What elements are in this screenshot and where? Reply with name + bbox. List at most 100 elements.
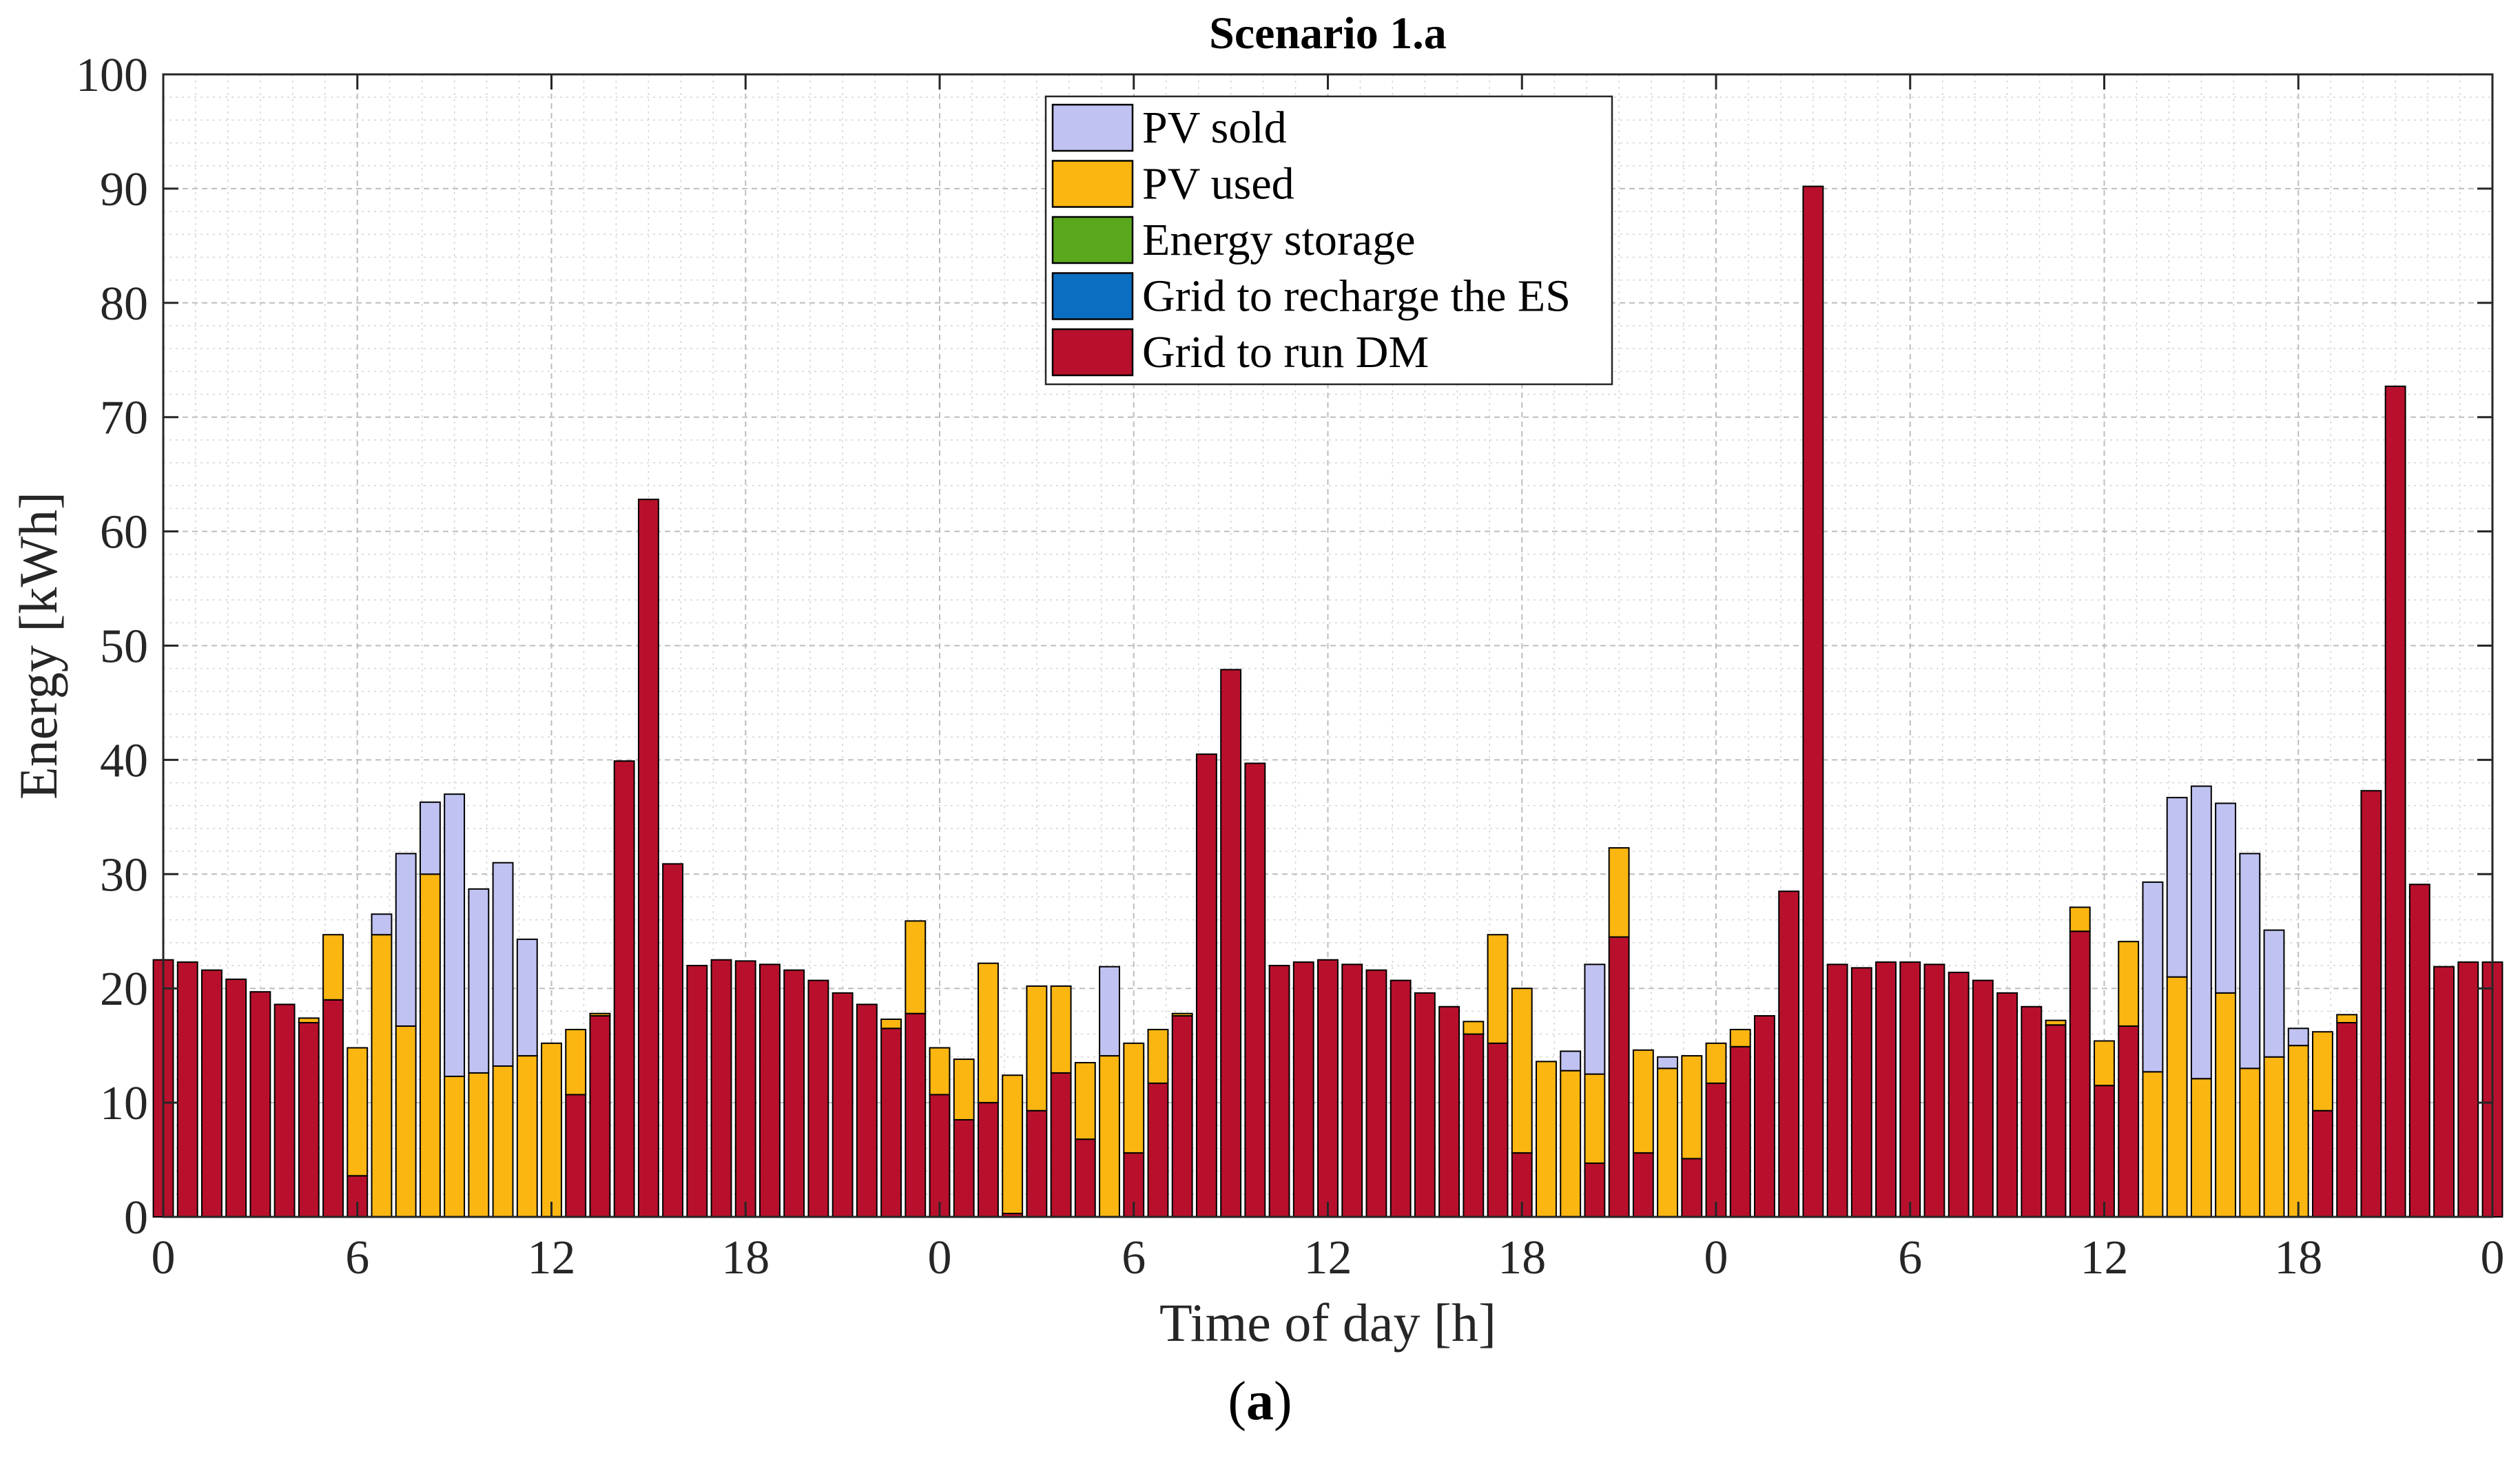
bar-segment <box>1560 1050 1582 1072</box>
bar-segment <box>1802 185 1824 1218</box>
bar-segment <box>2142 1071 2164 1218</box>
figure-caption: (a) <box>0 1370 2520 1433</box>
bar-segment <box>1899 961 1921 1218</box>
bar-segment <box>1972 979 1994 1218</box>
caption-letter: a <box>1246 1371 1274 1432</box>
bar-segment <box>2094 1040 2115 1087</box>
x-tick-label: 12 <box>1304 1231 1352 1284</box>
bar-segment <box>444 1075 466 1218</box>
legend-label: Grid to run DM <box>1142 327 1429 377</box>
x-tick-label: 18 <box>1498 1231 1546 1284</box>
bar-segment <box>2263 1056 2285 1218</box>
bar-segment <box>1147 1082 1169 1218</box>
bar-segment <box>1292 961 1314 1218</box>
bar-segment <box>1729 1045 1751 1218</box>
bar-segment <box>589 1015 611 1218</box>
bar-segment <box>783 969 805 1218</box>
bar-segment <box>273 1003 296 1218</box>
x-tick-label: 6 <box>345 1231 369 1284</box>
bar-segment <box>541 1042 562 1218</box>
bar-segment <box>565 1094 587 1218</box>
bar-segment <box>249 991 271 1218</box>
bar-segment <box>1536 1061 1557 1218</box>
major-grid <box>163 74 2492 1217</box>
bar-segment <box>1705 1042 1727 1084</box>
bar-segment <box>1487 934 1509 1044</box>
bar-segment <box>1875 961 1897 1218</box>
bar-segment <box>1099 966 1120 1057</box>
bar-segment <box>1147 1028 1169 1084</box>
bar-segment <box>2312 1031 2333 1112</box>
legend-label: Grid to recharge the ES <box>1142 271 1571 322</box>
caption-open: ( <box>1228 1371 1246 1432</box>
axis-ticks <box>162 73 2494 1218</box>
bar-segment <box>1560 1070 1582 1218</box>
bar-segment <box>686 965 708 1218</box>
bar-segment <box>1050 1072 1072 1218</box>
bar-segment <box>468 1072 490 1218</box>
bar-segment <box>1244 762 1266 1218</box>
legend-swatch <box>1051 103 1134 152</box>
legend-label: Energy storage <box>1142 215 1415 265</box>
bar-segment <box>2239 1067 2261 1218</box>
bar-segment <box>1753 1015 1775 1218</box>
legend-swatch <box>1051 272 1134 320</box>
bar-segment <box>589 1012 611 1017</box>
bar-segment <box>1438 1005 1460 1218</box>
bar-segment <box>1171 1012 1193 1017</box>
x-tick-label: 6 <box>1898 1231 1922 1284</box>
bar-segment <box>2384 385 2406 1218</box>
bar-segment <box>395 1025 417 1218</box>
bar-segment <box>1123 1042 1145 1154</box>
bar-segment <box>444 793 466 1077</box>
bar-segment <box>1074 1138 1096 1218</box>
y-tick-label: 20 <box>100 963 148 1016</box>
bar-segment <box>1220 669 1242 1218</box>
bar-segment <box>1632 1152 1654 1218</box>
x-tick-label: 18 <box>2274 1231 2322 1284</box>
bar-segment <box>905 920 927 1014</box>
bar-segment <box>2190 1078 2212 1218</box>
legend: PV sold PV used Energy storage Grid to rech… <box>1044 95 1613 386</box>
legend-label: PV used <box>1142 159 1294 209</box>
bar-segment <box>322 934 344 1001</box>
legend-swatch <box>1051 216 1134 264</box>
bar-segment <box>1826 963 1848 1218</box>
bar-segment <box>1026 1109 1048 1218</box>
bar-segment <box>2021 1005 2043 1218</box>
bar-segment <box>2263 929 2285 1058</box>
bar-segment <box>419 873 441 1218</box>
bar-segment <box>1584 963 1606 1075</box>
bar-segment <box>1850 967 1872 1218</box>
bar-segment <box>2408 884 2430 1218</box>
bar-segment <box>832 992 854 1218</box>
caption-close: ) <box>1274 1371 1292 1432</box>
x-tick-label: 0 <box>2481 1231 2505 1284</box>
bar-segment <box>395 853 417 1027</box>
bar-segment <box>298 1021 320 1218</box>
y-tick-label: 60 <box>100 506 148 559</box>
bar-segment <box>1026 985 1048 1112</box>
bar-segment <box>2045 1024 2067 1218</box>
bar-segment <box>516 1055 538 1218</box>
bar-segment <box>734 960 756 1218</box>
x-tick-label: 0 <box>928 1231 952 1284</box>
bar-segment <box>759 963 781 1218</box>
bar-segment <box>662 863 684 1218</box>
bar-segment <box>1584 1162 1606 1218</box>
x-tick-label: 0 <box>1704 1231 1728 1284</box>
bar-segment <box>2336 1014 2358 1023</box>
y-tick-label: 0 <box>124 1191 148 1244</box>
bar-segment <box>2190 785 2212 1080</box>
legend-box <box>1044 95 1613 386</box>
bar-segment <box>953 1058 975 1120</box>
bar-segment <box>2069 930 2091 1218</box>
bar-segment <box>1923 963 1945 1218</box>
bar-segment <box>2433 966 2455 1218</box>
bar-segment <box>371 934 393 1218</box>
bar-segment <box>2457 961 2479 1218</box>
bar-segment <box>1463 1033 1485 1218</box>
bar-segment <box>347 1047 369 1177</box>
bar-segment <box>1608 936 1630 1218</box>
